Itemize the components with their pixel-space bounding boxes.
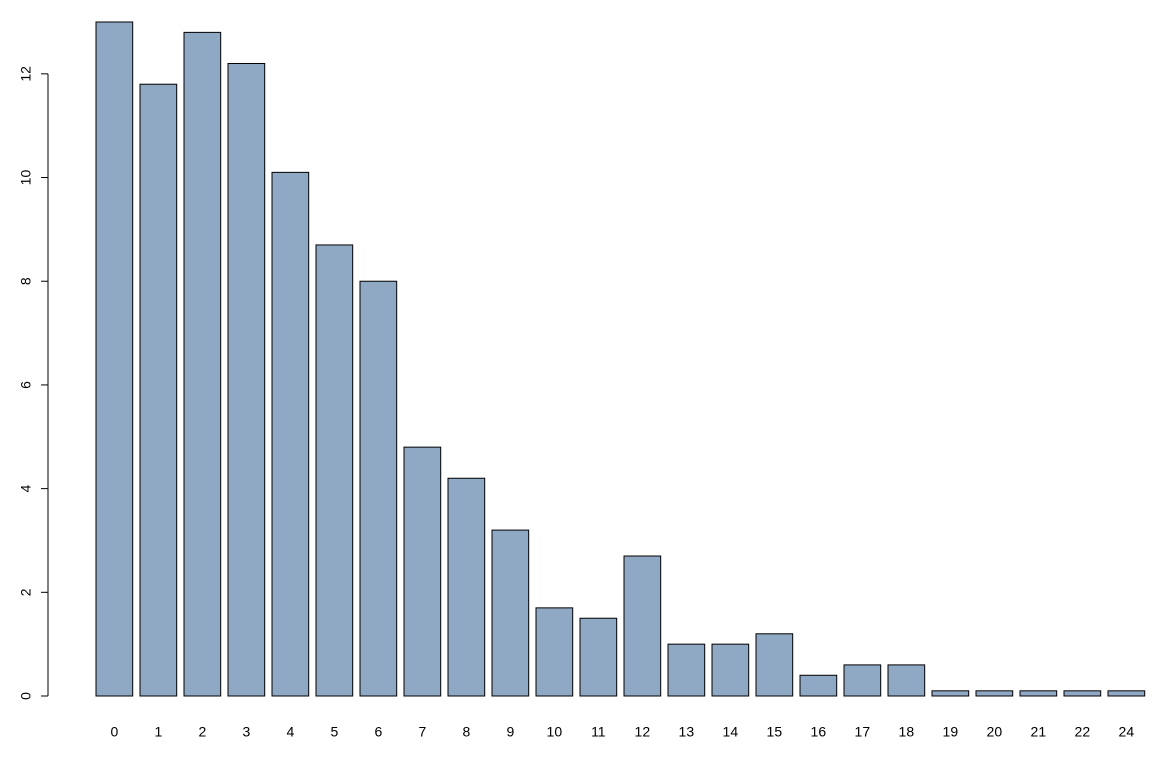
bar: [623, 555, 662, 697]
x-tick-label: 15: [767, 724, 783, 740]
y-tick-label: 10: [18, 170, 34, 186]
x-tick-label: 14: [723, 724, 739, 740]
x-tick-label: 4: [286, 724, 294, 740]
bar: [139, 83, 178, 697]
y-tick-label: 8: [18, 277, 34, 285]
x-tick-label: 1: [154, 724, 162, 740]
bar: [667, 643, 706, 697]
bar: [1019, 690, 1058, 697]
x-tick-label: 12: [635, 724, 651, 740]
y-tick-label: 2: [18, 588, 34, 596]
x-tick-label: 18: [899, 724, 915, 740]
bar: [579, 617, 618, 697]
bar: [491, 529, 530, 697]
bar: [359, 280, 398, 697]
y-tick-label: 4: [18, 485, 34, 493]
bar: [95, 21, 134, 697]
bar: [887, 664, 926, 697]
x-tick-label: 7: [418, 724, 426, 740]
x-tick-label: 16: [811, 724, 827, 740]
bar: [183, 31, 222, 697]
x-tick-label: 10: [547, 724, 563, 740]
bar: [843, 664, 882, 697]
bar: [755, 633, 794, 697]
x-tick-label: 22: [1075, 724, 1091, 740]
bar: [315, 244, 354, 697]
bar: [535, 607, 574, 697]
x-tick-label: 6: [374, 724, 382, 740]
x-tick-label: 19: [943, 724, 959, 740]
bar: [227, 62, 266, 697]
x-tick-label: 0: [110, 724, 118, 740]
x-tick-label: 13: [679, 724, 695, 740]
x-tick-label: 5: [330, 724, 338, 740]
y-tick-label: 12: [18, 66, 34, 82]
x-tick-label: 2: [198, 724, 206, 740]
bar: [403, 446, 442, 697]
x-tick-label: 3: [242, 724, 250, 740]
x-tick-label: 20: [987, 724, 1003, 740]
bar: [799, 674, 838, 697]
x-tick-label: 21: [1031, 724, 1047, 740]
x-tick-label: 11: [591, 724, 606, 740]
bar: [1063, 690, 1102, 697]
bar: [931, 690, 970, 697]
bar: [271, 171, 310, 697]
y-tick-label: 6: [18, 381, 34, 389]
x-tick-label: 24: [1119, 724, 1135, 740]
bar: [1107, 690, 1146, 697]
bar: [975, 690, 1014, 697]
bar: [711, 643, 750, 697]
x-tick-label: 17: [855, 724, 871, 740]
bar: [447, 477, 486, 697]
x-tick-label: 9: [506, 724, 514, 740]
y-tick-label: 0: [18, 692, 34, 700]
x-tick-label: 8: [462, 724, 470, 740]
